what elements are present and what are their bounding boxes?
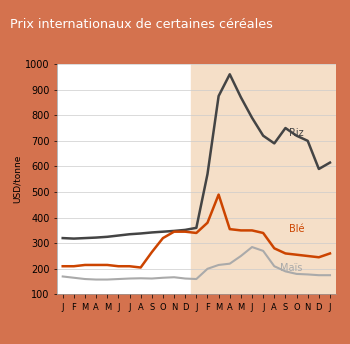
Text: Prix internationaux de certaines céréales: Prix internationaux de certaines céréale… [10, 18, 273, 31]
Bar [191, 64, 336, 294]
Text: Maïs: Maïs [280, 262, 302, 272]
Y-axis label: USD/tonne: USD/tonne [13, 155, 22, 203]
Text: Riz: Riz [289, 128, 303, 138]
Text: Blé: Blé [289, 224, 304, 234]
